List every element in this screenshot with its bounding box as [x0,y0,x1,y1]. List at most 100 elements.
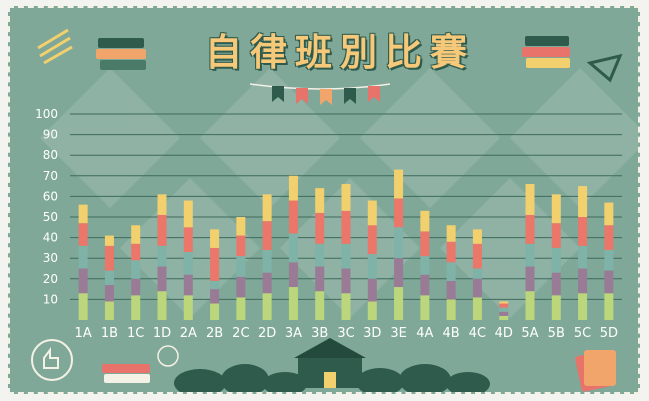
x-tick-label: 2D [258,326,276,341]
bar-segment [210,303,220,320]
y-tick-label: 10 [43,292,58,306]
x-tick-label: 4B [443,326,460,341]
bar-segment [288,200,298,234]
x-tick-label: 3E [390,326,407,341]
y-tick-label: 50 [43,210,58,224]
bar-segment [551,194,561,224]
bar-segment [104,270,114,285]
bar-segment [236,256,246,277]
bar-segment [236,297,246,320]
bar-segment [394,227,404,259]
books-bottom-icon [102,364,150,383]
bar-segment [394,258,404,288]
bar-segment [525,266,535,292]
bar-segment [131,260,141,279]
bar-segment [604,293,614,320]
bar-segment [104,301,114,320]
books-right-icon [522,36,570,68]
bar-segment [157,214,167,246]
bar-segment [604,270,614,294]
bar-segment [104,245,114,271]
x-axis-labels: 1A 1B 1C 1D 2A 2B 2C 2D 3A 3B 3C 3D 3E 4A 4B 4C 4D 5A 5B 5C… [75,326,618,341]
x-tick-label: 1B [101,326,118,341]
bar-segment [551,223,561,248]
bar-segment [367,254,377,279]
y-tick-label: 100 [35,107,58,121]
bar-segment [551,272,561,296]
bar-segment [367,301,377,320]
x-tick-label: 5B [548,326,565,341]
x-tick-label: 3C [337,326,354,341]
bar-segment [131,278,141,296]
bunting-flags-icon [249,83,391,105]
bar-segment [472,229,482,244]
bar-segment [183,200,193,228]
pencil-sketch-icon [37,28,73,65]
bar-segment [420,210,430,232]
bar-segment [210,247,220,281]
bar-segment [446,225,456,242]
x-tick-label: 5C [574,326,591,341]
bar-segment [78,204,88,224]
bar-segment [472,268,482,279]
bar-segment [499,303,509,308]
x-tick-label: 1C [127,326,144,341]
bar-segment [420,256,430,275]
stacked-bar-chart: 10 20 30 40 50 60 70 80 90 100 1A 1B 1C 1D 2A 2B 2C 2D 3A… [35,107,622,341]
bar-segment [420,231,430,257]
bar-segment [262,249,272,273]
x-tick-label: 3D [363,326,381,341]
x-tick-label: 1A [75,326,92,341]
y-tick-label: 70 [43,169,58,183]
bar-segment [367,225,377,255]
bar-segment [315,291,325,320]
bar-segment [78,293,88,320]
y-tick-label: 60 [43,189,58,203]
bar-segment [472,297,482,320]
bar-segment [104,235,114,246]
bar-segment [315,212,325,244]
bar-segment [341,184,351,211]
bar-segment [499,311,509,316]
bar-segment [525,184,535,215]
bar-segment [367,200,377,226]
bar-segment [578,293,588,320]
bar-segment [183,274,193,296]
bar-segment [236,235,246,257]
bar-segment [446,299,456,320]
bar-segment [446,241,456,263]
bar-segment [131,225,141,244]
bar-segment [578,268,588,294]
x-tick-label: 4C [469,326,486,341]
school-building-icon [294,338,366,388]
y-tick-label: 90 [43,128,58,142]
bar-segment [394,287,404,320]
bar-segment [78,268,88,294]
bar-segment [315,188,325,213]
x-tick-label: 2B [206,326,223,341]
bar-segment [78,223,88,246]
x-tick-label: 2C [232,326,249,341]
bar-segment [210,280,220,290]
diamond-pattern [200,68,340,208]
bar-segment [236,276,246,298]
bar-segment [210,229,220,248]
bar-segment [262,293,272,320]
y-tick-label: 30 [43,251,58,265]
bar-segment [131,295,141,320]
bar-segment [210,289,220,304]
bar-segment [578,217,588,246]
y-tick-label: 20 [43,272,58,286]
bar-segment [420,274,430,296]
x-tick-label: 5A [521,326,538,341]
bar-segment [157,194,167,215]
bar-segment [262,194,272,222]
bar-segment [525,291,535,320]
bar-segment [604,225,614,250]
bar-segment [236,217,246,236]
bar-segment [157,266,167,292]
page-title: 自律班別比賽 [205,30,475,74]
books-left-icon [96,38,146,70]
diamond-pattern [40,68,180,208]
bar-segment [446,262,456,281]
